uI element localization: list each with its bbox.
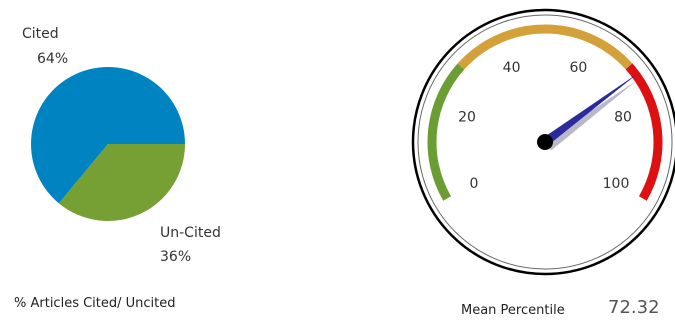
gauge-needle-hub [537, 134, 553, 150]
gauge-band-green [427, 63, 465, 201]
pie-slice-uncited[interactable] [58, 144, 185, 221]
slice-label-cited: Cited [22, 26, 59, 42]
gauge-inner-ring [417, 14, 673, 270]
gauge-tick-label: 80 [614, 110, 632, 126]
gauge-tick-label: 40 [503, 60, 521, 76]
gauge-chart: 0 20 40 60 80 100 [411, 8, 675, 276]
gauge-needle [542, 73, 639, 146]
gauge-tick-label: 0 [470, 176, 479, 192]
gauge-band-red [625, 63, 663, 201]
gauge-tick-label: 60 [569, 60, 587, 76]
gauge-band-orange [457, 24, 633, 70]
slice-value-uncited: 36% [160, 249, 191, 265]
pie-chart [31, 66, 186, 221]
slice-label-uncited: Un-Cited [160, 225, 221, 241]
pie-title: % Articles Cited/ Uncited [14, 296, 176, 311]
gauge-tick-label: 100 [603, 176, 630, 192]
gauge-tick-label: 20 [458, 110, 476, 126]
slice-value-cited: 64% [37, 51, 68, 67]
gauge-needle-shadow [544, 80, 637, 151]
pie-slice-cited[interactable] [31, 66, 186, 204]
gauge-title: Mean Percentile [461, 303, 565, 318]
gauge-value: 72.32 [608, 297, 660, 318]
